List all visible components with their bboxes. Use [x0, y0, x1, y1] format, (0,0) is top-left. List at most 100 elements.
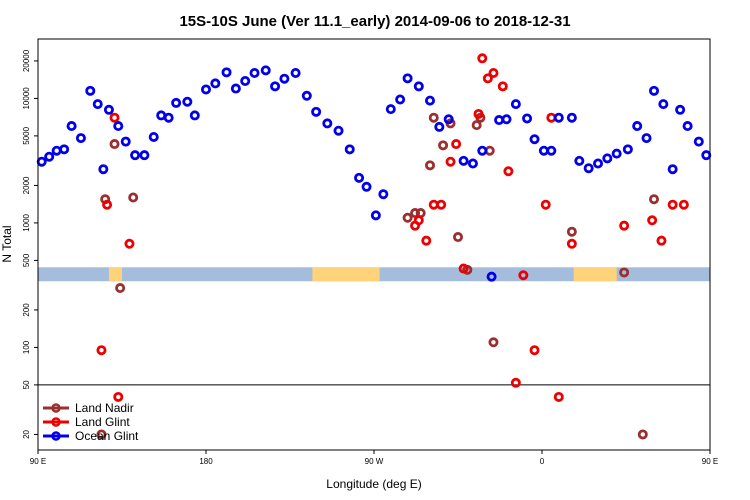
point-ocean-glint-58 [566, 112, 577, 123]
point-ocean-glint-3 [59, 144, 70, 155]
chart-title: 15S-10S June (Ver 11.1_early) 2014-09-06… [179, 13, 570, 30]
point-land-glint-10 [445, 156, 456, 167]
point-ocean-glint-16 [163, 112, 174, 123]
point-ocean-glint-30 [301, 90, 312, 101]
series-ocean-glint [36, 65, 712, 282]
point-ocean-glint-59 [574, 155, 585, 166]
y-tick-label-2: 100 [22, 340, 31, 354]
point-land-nadir-10 [438, 140, 449, 151]
axis-ticks: 90 E 180 90 W 0 90 E 20 50 100 200 500 1000 2000 500… [22, 49, 718, 466]
point-ocean-glint-23 [230, 83, 241, 94]
y-tick-label-7: 5000 [22, 126, 31, 144]
point-ocean-glint-25 [249, 67, 260, 78]
point-ocean-glint-8 [98, 164, 109, 175]
point-ocean-glint-38 [378, 189, 389, 200]
land-segment-2 [573, 267, 617, 282]
point-land-nadir-12 [452, 232, 463, 243]
point-ocean-glint-70 [675, 104, 686, 115]
x-tick-label-2: 90 W [365, 457, 384, 466]
point-ocean-glint-53 [522, 113, 533, 124]
x-tick-label-4: 90 E [702, 457, 718, 466]
point-land-glint-16 [488, 67, 499, 78]
point-ocean-glint-24 [240, 75, 251, 86]
point-ocean-glint-44 [434, 121, 445, 132]
point-ocean-glint-29 [290, 67, 301, 78]
point-ocean-glint-34 [344, 144, 355, 155]
point-ocean-glint-20 [200, 84, 211, 95]
point-land-glint-20 [518, 270, 529, 281]
point-ocean-glint-13 [139, 150, 150, 161]
point-ocean-glint-5 [75, 133, 86, 144]
point-land-glint-1 [102, 199, 113, 210]
point-ocean-glint-41 [402, 73, 413, 84]
y-tick-label-0: 20 [22, 429, 31, 438]
point-ocean-glint-68 [658, 99, 669, 110]
point-land-nadir-20 [637, 429, 648, 440]
point-land-glint-27 [647, 215, 658, 226]
point-ocean-glint-63 [611, 148, 622, 159]
legend-marker-land-glint [51, 417, 61, 427]
land-segment-0 [108, 267, 122, 282]
x-axis-label: Longitude (deg E) [326, 477, 421, 491]
point-land-glint-28 [656, 235, 667, 246]
point-land-glint-2 [109, 112, 120, 123]
point-land-nadir-3 [115, 283, 126, 294]
point-ocean-glint-26 [260, 65, 271, 76]
x-tick-label-1: 180 [199, 457, 213, 466]
legend-marker-ocean-glint [51, 431, 61, 441]
point-ocean-glint-39 [385, 104, 396, 115]
point-land-glint-12 [458, 263, 469, 274]
point-land-glint-24 [553, 391, 564, 402]
y-tick-label-5: 1000 [22, 213, 31, 231]
point-ocean-glint-69 [667, 164, 678, 175]
land-segment-1 [312, 267, 380, 282]
point-ocean-glint-19 [189, 110, 200, 121]
point-ocean-glint-52 [510, 99, 521, 110]
y-tick-label-4: 500 [22, 253, 31, 267]
legend: Land Nadir Land Glint Ocean Glint [43, 401, 139, 443]
y-axis-label: N Total [0, 225, 14, 262]
point-ocean-glint-33 [333, 125, 344, 136]
point-land-glint-9 [436, 199, 447, 210]
point-ocean-glint-31 [311, 106, 322, 117]
point-ocean-glint-22 [221, 67, 232, 78]
point-ocean-glint-43 [424, 95, 435, 106]
point-ocean-glint-14 [148, 131, 159, 142]
point-ocean-glint-9 [103, 104, 114, 115]
point-land-nadir-2 [109, 139, 120, 150]
point-land-glint-26 [619, 220, 630, 231]
point-ocean-glint-18 [182, 96, 193, 107]
point-ocean-glint-11 [120, 136, 131, 147]
point-land-nadir-9 [428, 112, 439, 123]
point-land-glint-11 [451, 139, 462, 150]
point-land-nadir-6 [410, 208, 421, 219]
point-land-glint-19 [510, 377, 521, 388]
point-ocean-glint-57 [553, 112, 564, 123]
y-tick-label-1: 50 [22, 380, 31, 389]
point-land-nadir-4 [128, 192, 139, 203]
point-ocean-glint-4 [66, 121, 77, 132]
legend-label-land-nadir: Land Nadir [75, 401, 134, 415]
point-ocean-glint-47 [467, 158, 478, 169]
point-ocean-glint-72 [693, 136, 704, 147]
point-ocean-glint-35 [354, 172, 365, 183]
point-land-nadir-17 [488, 337, 499, 348]
point-ocean-glint-21 [210, 78, 221, 89]
point-land-nadir-8 [424, 160, 435, 171]
point-ocean-glint-49 [486, 271, 497, 282]
point-ocean-glint-17 [171, 97, 182, 108]
point-ocean-glint-51 [501, 114, 512, 125]
point-land-glint-29 [667, 199, 678, 210]
point-ocean-glint-42 [413, 81, 424, 92]
point-ocean-glint-40 [395, 94, 406, 105]
point-ocean-glint-65 [632, 121, 643, 132]
point-ocean-glint-10 [113, 121, 124, 132]
point-ocean-glint-1 [44, 151, 55, 162]
legend-label-land-glint: Land Glint [75, 415, 130, 429]
point-ocean-glint-46 [458, 155, 469, 166]
y-tick-label-9: 20000 [22, 49, 31, 72]
point-land-glint-6 [413, 215, 424, 226]
point-ocean-glint-66 [641, 133, 652, 144]
